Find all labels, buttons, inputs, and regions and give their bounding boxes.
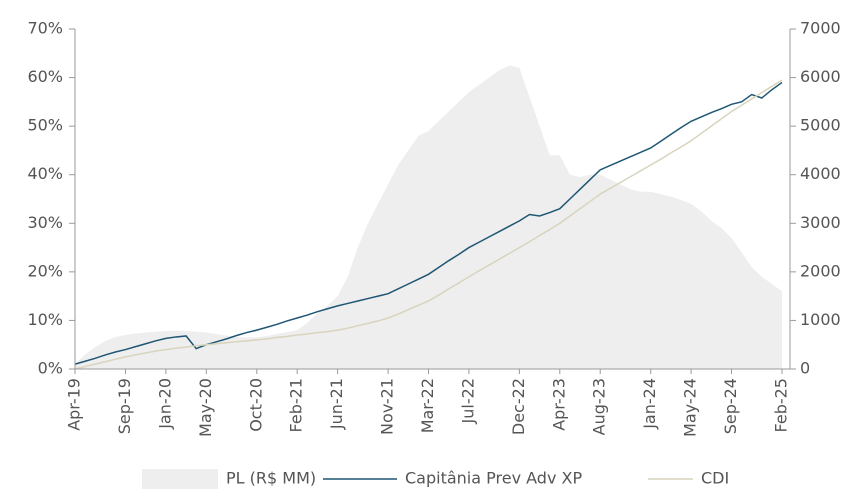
- y2-tick-label: 2000: [800, 261, 841, 280]
- x-tick-label: May-24: [681, 378, 700, 437]
- legend-label: PL (R$ MM): [226, 469, 316, 488]
- x-tick-label: Feb-25: [772, 378, 791, 432]
- legend-swatch: [142, 469, 218, 489]
- legend-label: Capitânia Prev Adv XP: [405, 469, 582, 488]
- legend-label: CDI: [701, 469, 729, 488]
- x-tick-label: Jul-22: [458, 378, 477, 424]
- y-tick-label: 30%: [27, 213, 63, 232]
- y-tick-label: 70%: [27, 19, 63, 38]
- y2-tick-label: 3000: [800, 213, 841, 232]
- x-tick-label: Apr-19: [65, 378, 84, 431]
- y2-tick-label: 6000: [800, 67, 841, 86]
- x-tick-label: Dec-22: [509, 378, 528, 435]
- x-tick-label: May-20: [196, 378, 215, 437]
- y2-tick-label: 7000: [800, 19, 841, 38]
- y-tick-label: 20%: [27, 261, 63, 280]
- x-tick-label: Sep-24: [721, 378, 740, 434]
- y-tick-label: 40%: [27, 164, 63, 183]
- y-tick-label: 10%: [27, 310, 63, 329]
- y-tick-label: 60%: [27, 67, 63, 86]
- x-tick-label: Sep-19: [115, 378, 134, 434]
- y-tick-label: 0%: [38, 359, 63, 378]
- x-tick-label: Feb-21: [287, 378, 306, 432]
- line: [74, 79, 783, 370]
- y2-tick-label: 5000: [800, 116, 841, 135]
- line: [74, 81, 783, 365]
- x-tick-label: Aug-23: [590, 378, 609, 435]
- area: [75, 65, 782, 369]
- x-tick-label: Apr-23: [549, 378, 568, 431]
- y2-tick-label: 4000: [800, 164, 841, 183]
- y2-tick-label: 1000: [800, 310, 841, 329]
- x-tick-label: Nov-21: [378, 378, 397, 435]
- x-tick-label: Mar-22: [418, 378, 437, 433]
- x-tick-label: Jun-21: [327, 378, 346, 430]
- y2-tick-label: 0: [800, 359, 810, 378]
- y-tick-label: 50%: [27, 116, 63, 135]
- x-tick-label: Jan-24: [640, 378, 659, 430]
- x-tick-label: Oct-20: [246, 378, 265, 432]
- x-tick-label: Jan-20: [155, 378, 174, 430]
